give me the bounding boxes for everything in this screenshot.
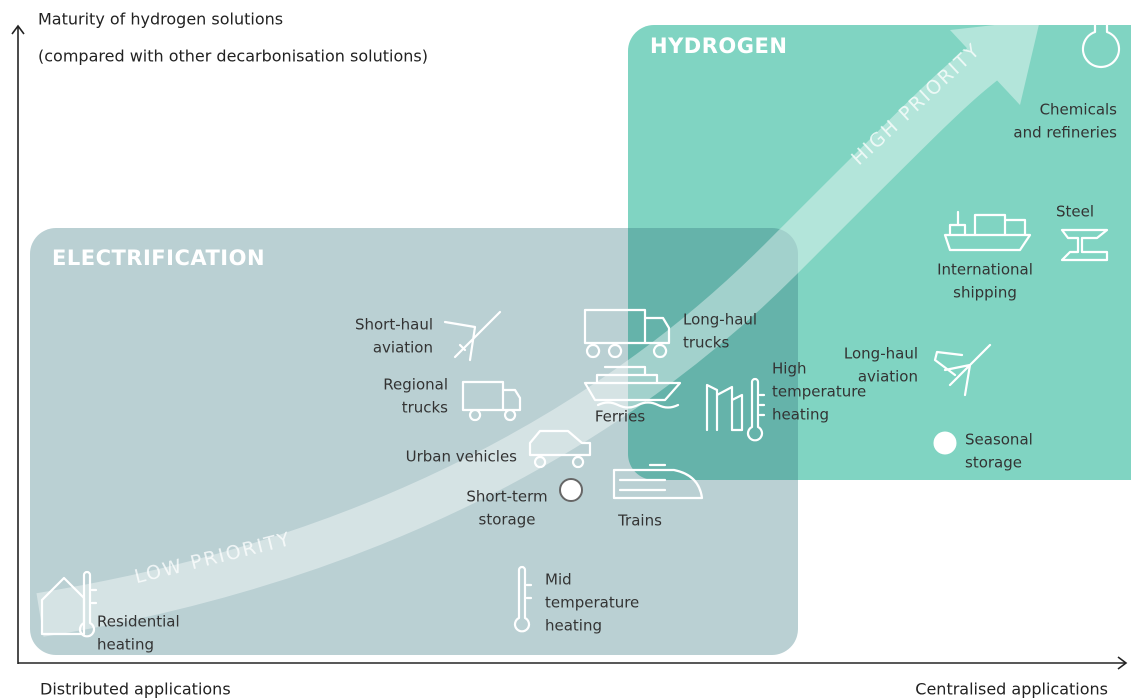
item-label: temperature — [545, 594, 639, 612]
item-label: Urban vehicles — [406, 448, 518, 466]
item-label: Short-haul — [355, 316, 433, 334]
item-label: storage — [479, 511, 536, 529]
item-label: shipping — [953, 284, 1017, 302]
item-label: International — [937, 261, 1033, 279]
item-label: Seasonal — [965, 431, 1033, 449]
item-label: High — [772, 360, 806, 378]
item-label: heating — [545, 617, 602, 635]
region-label: HYDROGEN — [650, 34, 787, 58]
item-label: Regional — [383, 376, 448, 394]
item-label: and refineries — [1013, 124, 1117, 142]
item-label: Long-haul — [844, 345, 918, 363]
y-axis-label: (compared with other decarbonisation sol… — [38, 47, 428, 66]
item-label: aviation — [858, 368, 918, 386]
x-axis-right: Centralised applications — [915, 680, 1108, 699]
item-label: Short-term — [466, 488, 547, 506]
priority-arrow — [36, 20, 1040, 637]
item-label: aviation — [373, 339, 433, 357]
y-axis-label: Maturity of hydrogen solutions — [38, 10, 283, 29]
item-label: Trains — [617, 512, 662, 530]
item-label: Ferries — [595, 408, 646, 426]
region-label: ELECTRIFICATION — [52, 246, 265, 270]
item-label: trucks — [402, 399, 448, 417]
item-label: temperature — [772, 383, 866, 401]
icons — [40, 8, 1121, 638]
electrification-region — [30, 228, 798, 655]
item-label: storage — [965, 454, 1022, 472]
item-label: Chemicals — [1040, 101, 1118, 119]
item-label: heating — [772, 406, 829, 424]
item-label: trucks — [683, 334, 729, 352]
x-axis-left: Distributed applications — [40, 680, 231, 699]
axes — [11, 24, 1128, 670]
item-label: heating — [97, 636, 154, 654]
item-label: Long-haul — [683, 311, 757, 329]
item-label: Mid — [545, 571, 572, 589]
item-label: Residential — [97, 613, 180, 631]
item-label: Steel — [1056, 203, 1094, 221]
hydrogen-region — [628, 25, 1131, 480]
